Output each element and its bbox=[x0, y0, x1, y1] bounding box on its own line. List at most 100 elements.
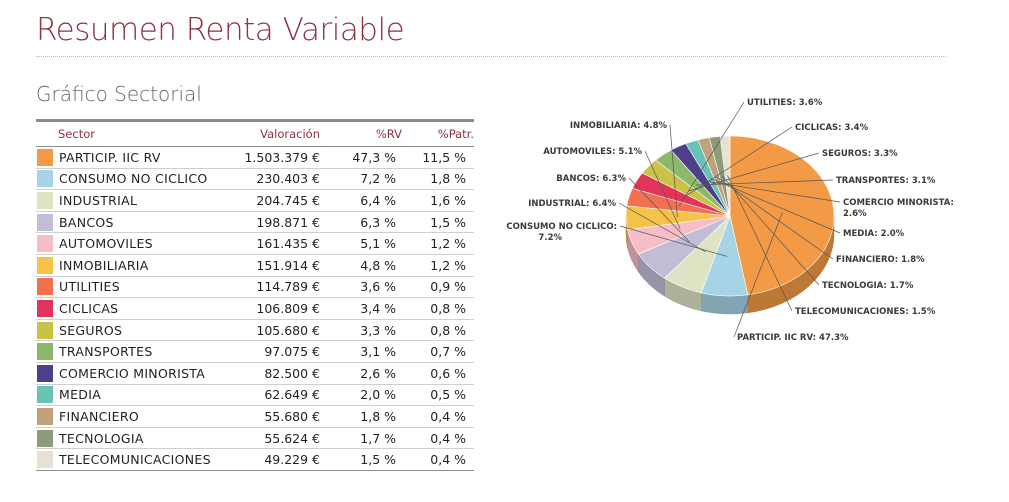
pie-leader-line bbox=[722, 175, 820, 286]
color-swatch-cell bbox=[36, 297, 54, 320]
color-swatch-cell bbox=[36, 168, 54, 191]
cell-rv: 1,7 % bbox=[324, 427, 402, 450]
cell-patr: 1,5 % bbox=[402, 211, 474, 234]
header-sector: Sector bbox=[36, 119, 230, 147]
cell-rv: 1,5 % bbox=[324, 448, 402, 471]
pie-leader-line bbox=[678, 101, 745, 207]
cell-valoracion: 204.745 € bbox=[230, 189, 324, 212]
cell-valoracion: 1.503.379 € bbox=[230, 146, 324, 169]
pie-leader-line bbox=[618, 202, 706, 253]
cell-valoracion: 114.789 € bbox=[230, 276, 324, 299]
cell-valoracion: 62.649 € bbox=[230, 384, 324, 407]
pie-leader-line bbox=[727, 175, 793, 312]
pie-label: CICLICAS: 3.4% bbox=[795, 123, 869, 133]
pie-leader-line bbox=[696, 179, 834, 186]
color-swatch bbox=[37, 235, 53, 253]
cell-patr: 1,2 % bbox=[402, 254, 474, 277]
color-swatch-cell bbox=[36, 254, 54, 277]
cell-rv: 5,1 % bbox=[324, 232, 402, 255]
table-row: PARTICIP. IIC RV 1.503.379 €47,3 % 11,5 % bbox=[36, 146, 474, 169]
cell-patr: 1,2 % bbox=[402, 232, 474, 255]
pie-label: TECNOLOGIA: 1.7% bbox=[822, 281, 914, 291]
color-swatch-cell bbox=[36, 189, 54, 212]
cell-rv: 6,4 % bbox=[324, 189, 402, 212]
color-swatch bbox=[37, 386, 53, 404]
cell-rv: 3,4 % bbox=[324, 297, 402, 320]
table-body: PARTICIP. IIC RV 1.503.379 €47,3 % 11,5 % C… bbox=[36, 146, 474, 471]
cell-rv: 47,3 % bbox=[324, 146, 402, 169]
cell-sector: FINANCIERO bbox=[54, 405, 230, 428]
pie-label: PARTICIP. IIC RV: 47.3% bbox=[737, 333, 849, 343]
cell-patr: 0,8 % bbox=[402, 319, 474, 342]
color-swatch-cell bbox=[36, 319, 54, 342]
pie-label: COMERCIO MINORISTA: 2.6% bbox=[843, 198, 954, 219]
cell-patr: 1,8 % bbox=[402, 168, 474, 191]
cell-patr: 0,5 % bbox=[402, 384, 474, 407]
cell-valoracion: 230.403 € bbox=[230, 168, 324, 191]
table-row: FINANCIERO 55.680 €1,8 % 0,4 % bbox=[36, 405, 474, 428]
pie-slices bbox=[625, 135, 835, 297]
pie-label: INMOBILIARIA: 4.8% bbox=[570, 121, 668, 131]
cell-sector: TRANSPORTES bbox=[54, 340, 230, 363]
pie-slice bbox=[719, 135, 731, 217]
title-divider bbox=[36, 56, 946, 57]
table-row: COMERCIO MINORISTA 82.500 €2,6 % 0,6 % bbox=[36, 362, 474, 385]
color-swatch bbox=[37, 299, 53, 317]
cell-valoracion: 49.229 € bbox=[230, 448, 324, 471]
cell-valoracion: 106.809 € bbox=[230, 297, 324, 320]
cell-sector: CONSUMO NO CICLICO bbox=[54, 168, 230, 191]
cell-rv: 2,6 % bbox=[324, 362, 402, 385]
cell-sector: BANCOS bbox=[54, 211, 230, 234]
color-swatch bbox=[37, 213, 53, 231]
cell-valoracion: 198.871 € bbox=[230, 211, 324, 234]
pie-leader-line bbox=[716, 176, 834, 260]
table-row: TELECOMUNICACIONES 49.229 €1,5 % 0,4 % bbox=[36, 448, 474, 471]
color-swatch bbox=[37, 429, 53, 447]
color-swatch bbox=[37, 191, 53, 209]
pie-label: INDUSTRIAL: 6.4% bbox=[528, 199, 616, 209]
sector-pie-chart: PARTICIP. IIC RV: 47.3% CONSUMO NO CICLIC… bbox=[506, 98, 954, 343]
color-swatch bbox=[37, 278, 53, 296]
table-header-row: Sector Valoración %RV %Patr. bbox=[36, 119, 474, 147]
page-title: Resumen Renta Variable bbox=[36, 12, 405, 48]
pie-label: CONSUMO NO CICLICO: 7.2% bbox=[506, 222, 617, 243]
cell-valoracion: 105.680 € bbox=[230, 319, 324, 342]
cell-patr: 0,7 % bbox=[402, 340, 474, 363]
cell-patr: 0,8 % bbox=[402, 297, 474, 320]
cell-patr: 1,6 % bbox=[402, 189, 474, 212]
pie-leader-line bbox=[733, 212, 783, 338]
pie-leader-line bbox=[669, 124, 678, 217]
cell-valoracion: 151.914 € bbox=[230, 254, 324, 277]
table-row: INMOBILIARIA 151.914 €4,8 % 1,2 % bbox=[36, 254, 474, 277]
pie-leader-line bbox=[682, 126, 793, 199]
color-swatch-cell bbox=[36, 146, 54, 169]
cell-sector: TECNOLOGIA bbox=[54, 427, 230, 450]
cell-rv: 3,1 % bbox=[324, 340, 402, 363]
table-row: MEDIA 62.649 €2,0 % 0,5 % bbox=[36, 384, 474, 407]
cell-sector: MEDIA bbox=[54, 384, 230, 407]
color-swatch-cell bbox=[36, 405, 54, 428]
pie-leader-line bbox=[619, 225, 728, 257]
pie-leader-line bbox=[644, 150, 681, 230]
header-valoracion: Valoración bbox=[230, 119, 324, 147]
color-swatch bbox=[37, 451, 53, 469]
table-row: TRANSPORTES 97.075 €3,1 % 0,7 % bbox=[36, 340, 474, 363]
cell-rv: 2,0 % bbox=[324, 384, 402, 407]
pie-label: TRANSPORTES: 3.1% bbox=[836, 176, 936, 186]
color-swatch bbox=[37, 148, 53, 166]
pie-label: FINANCIERO: 1.8% bbox=[836, 255, 925, 265]
cell-sector: UTILITIES bbox=[54, 276, 230, 299]
cell-patr: 0,9 % bbox=[402, 276, 474, 299]
color-swatch-cell bbox=[36, 384, 54, 407]
cell-patr: 0,4 % bbox=[402, 405, 474, 428]
pie-label: MEDIA: 2.0% bbox=[843, 229, 905, 239]
color-swatch-cell bbox=[36, 448, 54, 471]
pie-label: TELECOMUNICACIONES: 1.5% bbox=[795, 307, 936, 317]
table-row: CICLICAS 106.809 €3,4 % 0,8 % bbox=[36, 297, 474, 320]
cell-sector: COMERCIO MINORISTA bbox=[54, 362, 230, 385]
pie-labels: PARTICIP. IIC RV: 47.3% CONSUMO NO CICLIC… bbox=[506, 98, 954, 343]
cell-rv: 7,2 % bbox=[324, 168, 402, 191]
color-swatch bbox=[37, 321, 53, 339]
cell-valoracion: 82.500 € bbox=[230, 362, 324, 385]
table-row: CONSUMO NO CICLICO 230.403 €7,2 % 1,8 % bbox=[36, 168, 474, 191]
